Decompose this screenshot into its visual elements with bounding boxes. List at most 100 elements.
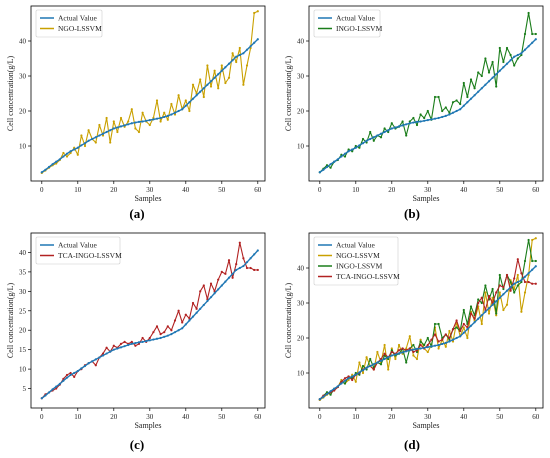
x-tick-label: 60 [532, 413, 540, 421]
data-point [358, 371, 361, 374]
legend-label: INGO-LSSVM [336, 24, 383, 33]
data-point [520, 279, 523, 282]
data-point [466, 328, 469, 331]
data-point [94, 136, 97, 139]
data-point [318, 171, 321, 174]
data-point [394, 357, 397, 361]
data-point [159, 336, 162, 340]
data-point [390, 349, 393, 352]
data-point [516, 258, 519, 261]
data-point [141, 120, 144, 123]
y-axis-label: Cell concentration(g/L) [6, 56, 15, 132]
data-point [44, 168, 47, 171]
data-point [130, 340, 133, 343]
data-point [448, 113, 451, 116]
data-point [415, 123, 419, 127]
data-point [202, 284, 205, 287]
data-point [415, 357, 419, 361]
data-point [433, 95, 437, 99]
data-point [87, 129, 90, 132]
x-tick-label: 10 [352, 413, 360, 421]
data-point [242, 83, 245, 86]
data-point [245, 48, 249, 51]
data-point [152, 331, 155, 334]
data-point [155, 99, 159, 102]
data-point [340, 155, 343, 158]
data-point [459, 335, 462, 338]
data-point [394, 353, 397, 356]
data-point [455, 99, 458, 102]
data-point [256, 249, 259, 252]
data-point [116, 126, 119, 129]
data-point [354, 146, 357, 149]
data-point [98, 356, 101, 359]
data-point [412, 354, 415, 357]
data-point [195, 311, 198, 314]
data-point [520, 272, 523, 275]
data-point [325, 165, 329, 169]
data-point [91, 137, 94, 141]
data-point [379, 363, 383, 366]
y-tick-label: 40 [297, 38, 305, 46]
x-tick-label: 20 [388, 186, 396, 194]
data-point [387, 130, 390, 134]
data-point [235, 263, 238, 266]
data-point [351, 148, 354, 151]
data-point [408, 122, 411, 125]
x-tick-label: 40 [460, 413, 468, 421]
data-point [419, 113, 422, 116]
data-point [224, 272, 227, 275]
data-point [358, 373, 361, 376]
data-point [383, 127, 386, 130]
data-point [390, 127, 393, 130]
data-point [253, 11, 256, 15]
data-point [487, 307, 491, 310]
data-point [365, 366, 368, 369]
data-point [534, 259, 537, 263]
y-tick-label: 20 [297, 335, 305, 343]
data-point [365, 356, 368, 359]
data-point [62, 151, 65, 155]
x-tick-label: 50 [218, 186, 226, 194]
data-point [520, 310, 523, 313]
data-point [123, 340, 126, 343]
data-point [448, 336, 451, 340]
data-point [495, 312, 498, 315]
x-tick-label: 40 [182, 413, 190, 421]
data-point [369, 364, 372, 368]
data-point [397, 343, 401, 347]
data-point [444, 345, 447, 348]
data-point [527, 45, 530, 48]
data-point [217, 288, 220, 291]
data-point [444, 114, 447, 117]
data-point [376, 134, 379, 137]
data-point [343, 155, 347, 158]
data-point [137, 341, 141, 344]
legend-label: INGO-LSSVM [336, 262, 383, 271]
data-point [361, 364, 365, 368]
data-point [173, 331, 177, 334]
data-point [220, 284, 223, 287]
data-point [455, 326, 458, 329]
data-point [448, 111, 451, 114]
data-point [170, 333, 173, 336]
data-point [437, 347, 440, 350]
y-tick-label: 35 [19, 268, 27, 276]
data-point [130, 122, 133, 125]
data-point [462, 81, 465, 85]
data-point [509, 59, 512, 62]
data-point [444, 106, 447, 109]
data-point [473, 87, 476, 90]
y-tick-label: 40 [19, 38, 27, 46]
data-point [40, 171, 43, 174]
data-point [322, 395, 325, 398]
data-point [523, 259, 527, 263]
data-point [498, 46, 501, 50]
data-point [462, 331, 465, 334]
data-point [495, 314, 498, 317]
data-point [181, 321, 184, 324]
data-point [487, 294, 491, 298]
data-point [527, 11, 530, 15]
data-point [419, 338, 422, 341]
data-point [249, 266, 252, 270]
